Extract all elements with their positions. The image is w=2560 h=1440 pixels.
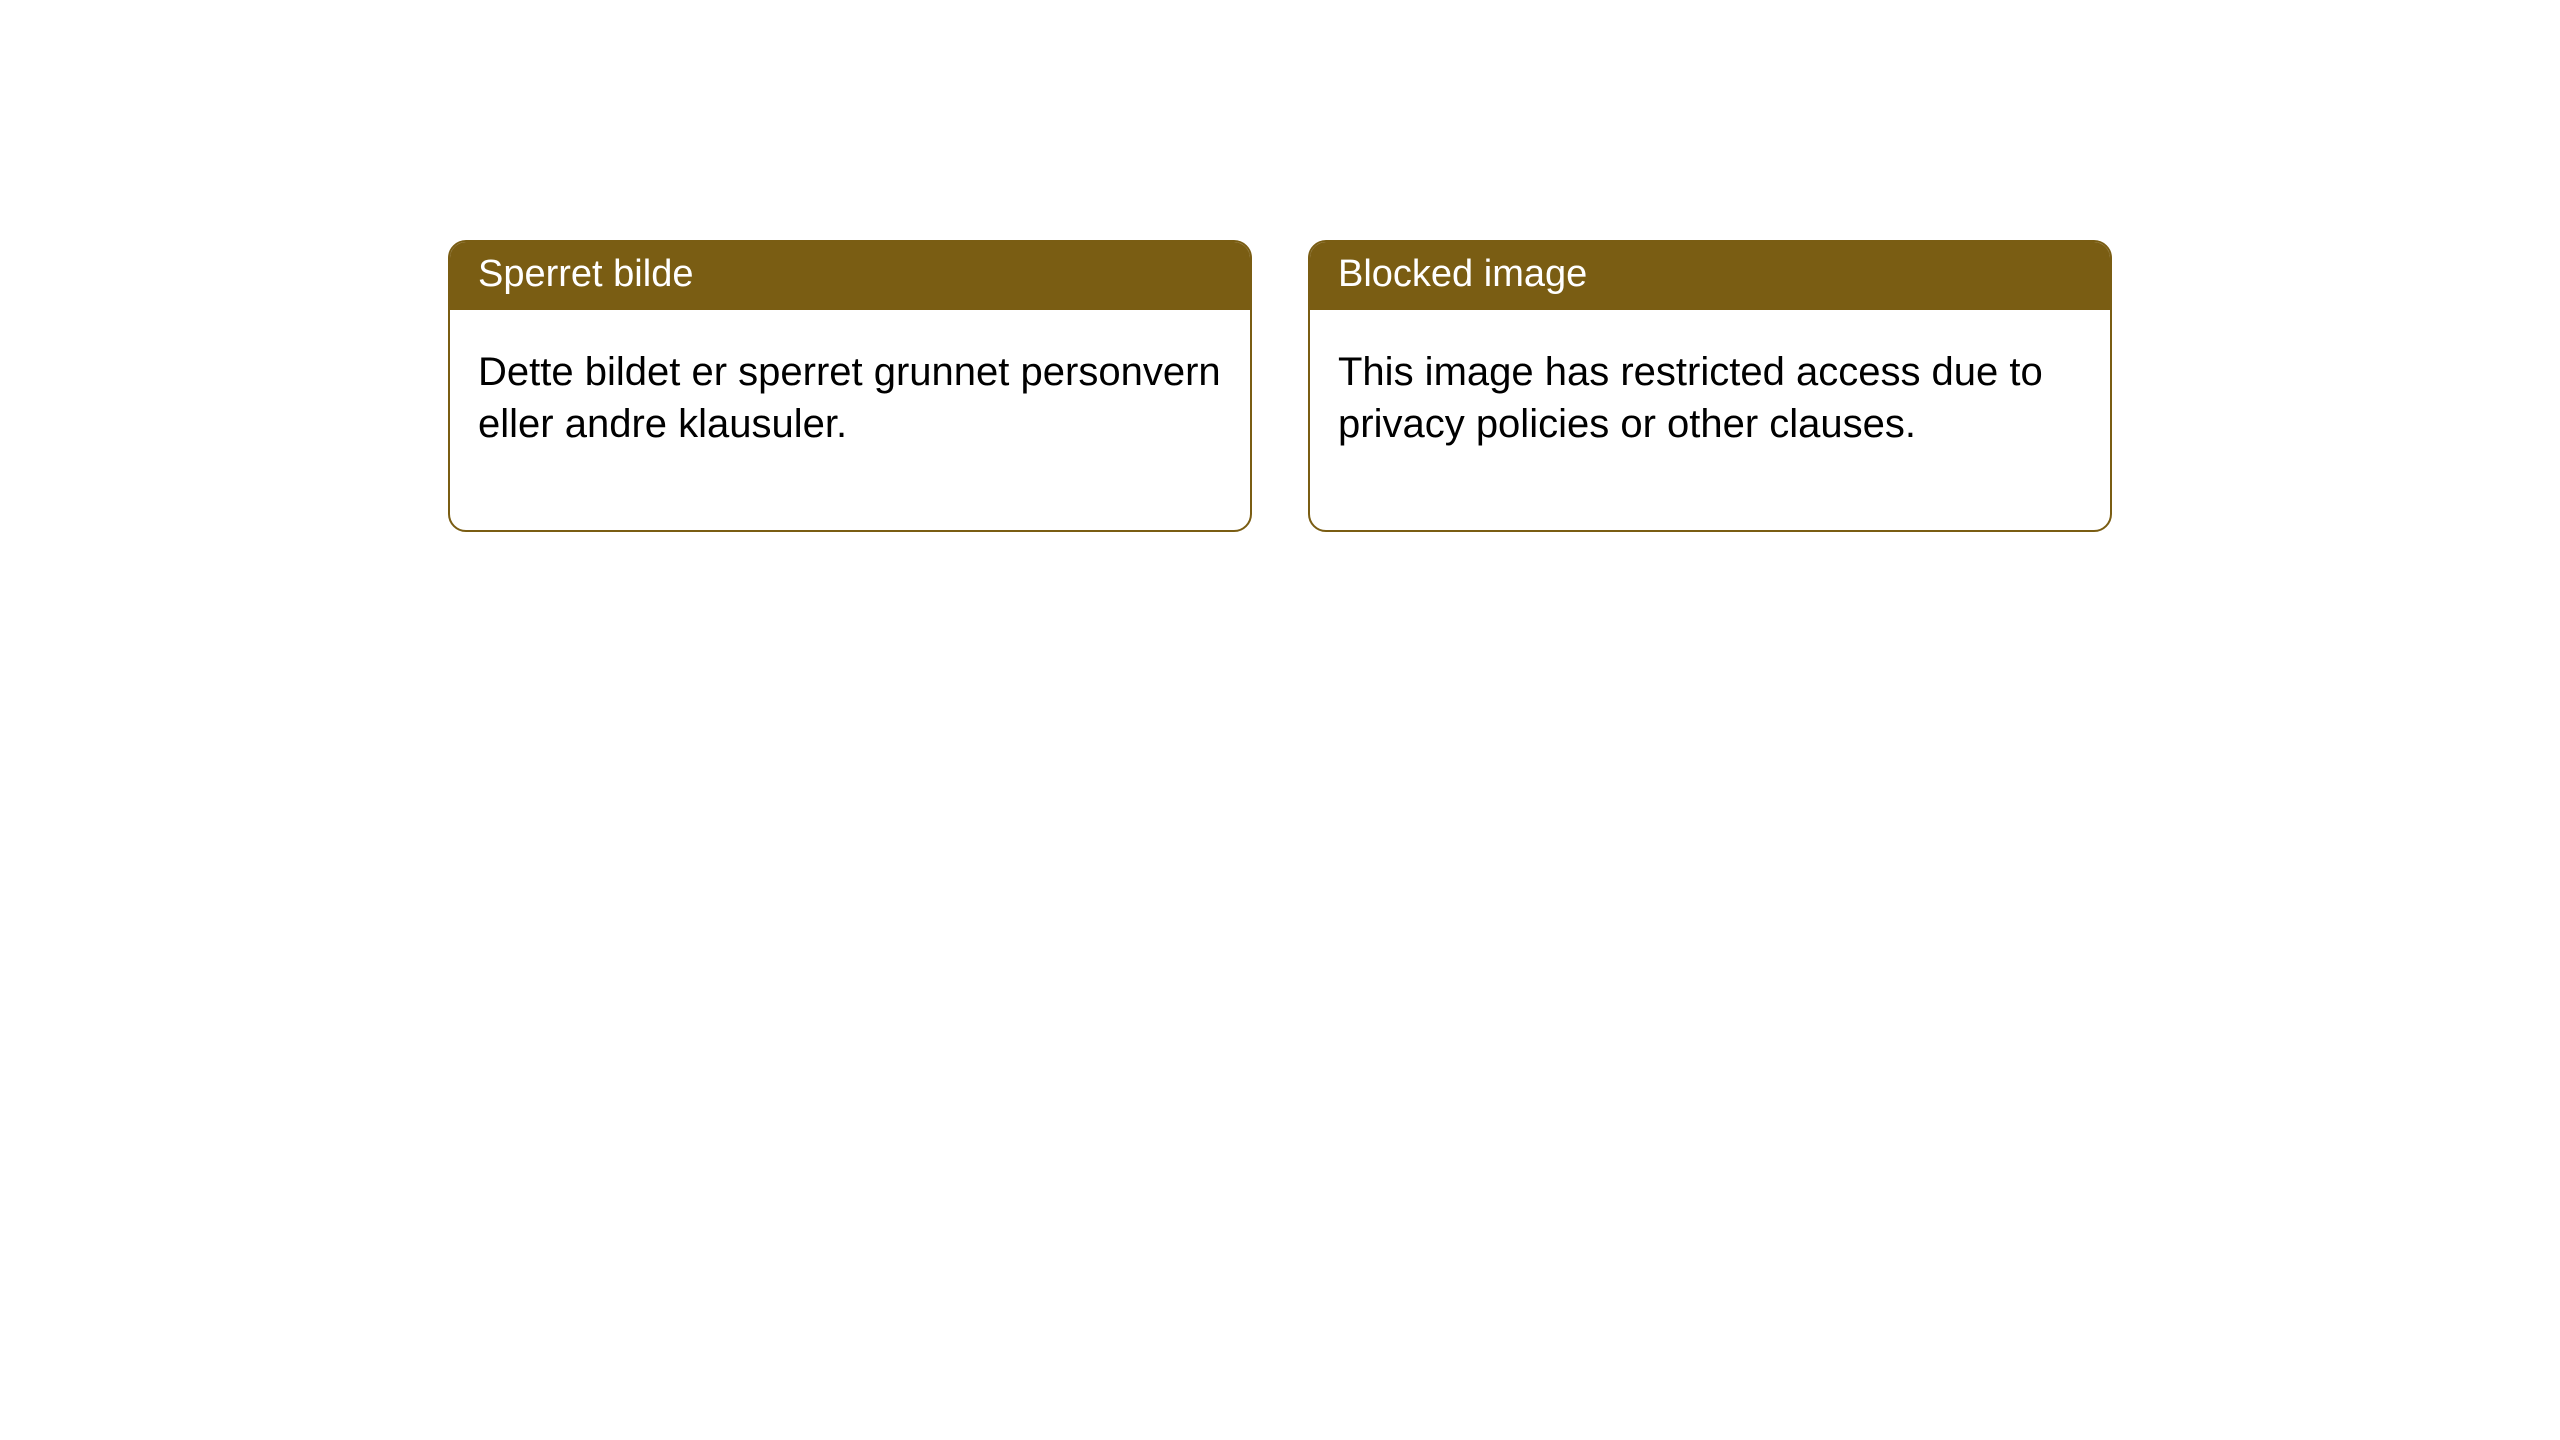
notice-container: Sperret bilde Dette bildet er sperret gr… bbox=[0, 0, 2560, 532]
notice-title-norwegian: Sperret bilde bbox=[450, 242, 1250, 310]
notice-card-english: Blocked image This image has restricted … bbox=[1308, 240, 2112, 532]
notice-body-norwegian: Dette bildet er sperret grunnet personve… bbox=[450, 310, 1250, 530]
notice-card-norwegian: Sperret bilde Dette bildet er sperret gr… bbox=[448, 240, 1252, 532]
notice-body-english: This image has restricted access due to … bbox=[1310, 310, 2110, 530]
notice-title-english: Blocked image bbox=[1310, 242, 2110, 310]
